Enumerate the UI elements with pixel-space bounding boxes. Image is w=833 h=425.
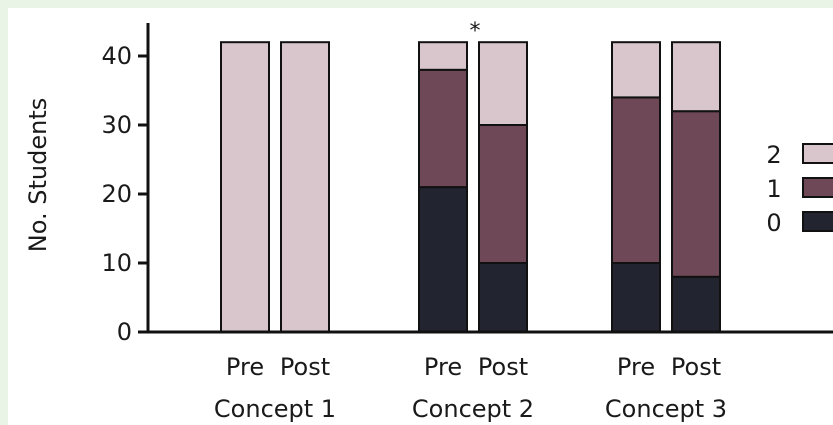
chart-frame: No. Students Pre Post Concept 1 Pre Post Conc… bbox=[8, 8, 833, 425]
y-tick-label: 20 bbox=[101, 180, 132, 208]
bar-segment-concept-3-pre-1 bbox=[612, 97, 660, 263]
plot-area: Pre Post Concept 1 Pre Post Concept 2 * Pre Post… bbox=[101, 19, 833, 423]
legend-swatch-1 bbox=[803, 178, 833, 197]
bar-segment-concept-3-pre-2 bbox=[612, 42, 660, 97]
bar-segment-concept-3-post-2 bbox=[672, 42, 720, 111]
bar-segment-concept-1-post-2 bbox=[281, 42, 329, 332]
x-tick-label: Post bbox=[478, 353, 528, 381]
y-tick-label: 0 bbox=[117, 318, 132, 346]
stacked-bar-chart: No. Students Pre Post Concept 1 Pre Post Conc… bbox=[8, 8, 833, 425]
group-label: Concept 2 bbox=[412, 395, 534, 423]
legend-swatch-0 bbox=[803, 212, 833, 231]
group-label: Concept 3 bbox=[605, 395, 727, 423]
x-tick-label: Pre bbox=[226, 353, 264, 381]
y-tick-label: 40 bbox=[101, 42, 132, 70]
y-tick-label: 10 bbox=[101, 249, 132, 277]
bar-segment-concept-3-post-1 bbox=[672, 111, 720, 277]
x-tick-label: Pre bbox=[617, 353, 655, 381]
bar-segment-concept-2-post-0 bbox=[479, 263, 527, 332]
y-tick-label: 30 bbox=[101, 111, 132, 139]
x-tick-label: Post bbox=[671, 353, 721, 381]
bar-segment-concept-2-pre-2 bbox=[419, 42, 467, 70]
y-axis-label: No. Students bbox=[24, 98, 52, 252]
significance-marker: * bbox=[470, 19, 481, 44]
legend-label-2: 2 bbox=[766, 141, 781, 169]
x-tick-label: Pre bbox=[424, 353, 462, 381]
bar-segment-concept-2-pre-1 bbox=[419, 70, 467, 187]
bar-segment-concept-2-post-1 bbox=[479, 125, 527, 263]
bar-segment-concept-1-pre-2 bbox=[221, 42, 269, 332]
legend: 2 1 0 bbox=[766, 141, 833, 237]
group-label: Concept 1 bbox=[214, 395, 336, 423]
legend-label-1: 1 bbox=[766, 175, 781, 203]
bar-segment-concept-3-post-0 bbox=[672, 277, 720, 332]
bar-segment-concept-2-post-2 bbox=[479, 42, 527, 125]
x-tick-label: Post bbox=[280, 353, 330, 381]
bar-segment-concept-3-pre-0 bbox=[612, 263, 660, 332]
bar-segment-concept-2-pre-0 bbox=[419, 187, 467, 332]
legend-swatch-2 bbox=[803, 144, 833, 163]
legend-label-0: 0 bbox=[766, 209, 781, 237]
